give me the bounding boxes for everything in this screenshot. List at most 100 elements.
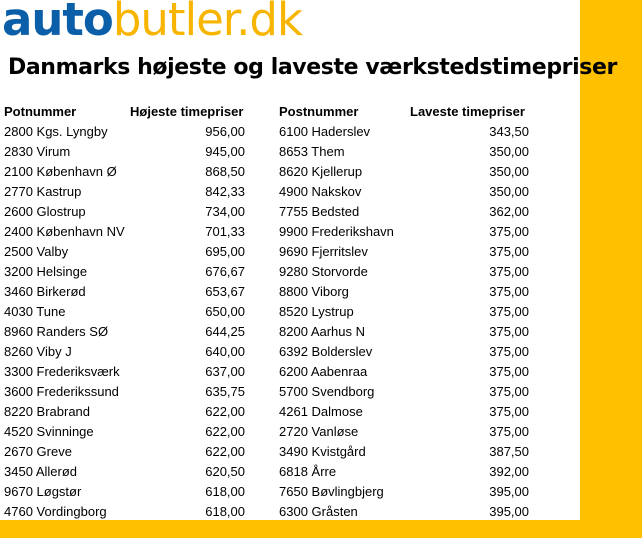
highest-price: 734,00 (205, 204, 245, 219)
lowest-place: 9280 Storvorde (279, 264, 368, 279)
lowest-place: 6392 Bolderslev (279, 344, 373, 359)
highest-price: 637,00 (205, 364, 245, 379)
table-row: 2400 København NV 701,33 9900 Frederikshav… (0, 222, 580, 242)
highest-price: 640,00 (205, 344, 245, 359)
lowest-place: 2720 Vanløse (279, 424, 359, 439)
header-left-price: Højeste timepriser (130, 104, 244, 119)
price-table: 2800 Kgs. Lyngby 956,00 6100 Haderslev 343,… (0, 122, 580, 522)
highest-place: 3200 Helsinge (4, 264, 88, 279)
highest-price: 622,00 (205, 404, 245, 419)
highest-price: 622,00 (205, 424, 245, 439)
lowest-place: 6200 Aabenraa (279, 364, 368, 379)
highest-price: 945,00 (205, 144, 245, 159)
highest-place: 3450 Allerød (4, 464, 77, 479)
highest-price: 618,00 (205, 484, 245, 499)
highest-place: 3300 Frederiksværk (4, 364, 120, 379)
lowest-place: 5700 Svendborg (279, 384, 375, 399)
lowest-price: 375,00 (489, 424, 529, 439)
highest-place: 2400 København NV (4, 224, 125, 239)
table-row: 4030 Tune 650,00 8520 Lystrup 375,00 (0, 302, 580, 322)
table-row: 2830 Virum 945,00 8653 Them 350,00 (0, 142, 580, 162)
lowest-place: 6818 Årre (279, 464, 337, 479)
lowest-place: 6100 Haderslev (279, 124, 371, 139)
highest-price: 868,50 (205, 164, 245, 179)
header-left-postnr: Potnummer (4, 104, 77, 119)
table-row: 3460 Birkerød 653,67 8800 Viborg 375,00 (0, 282, 580, 302)
page-title: Danmarks højeste og laveste værkstedstim… (8, 55, 617, 80)
highest-price: 644,25 (205, 324, 245, 339)
highest-place: 2830 Virum (4, 144, 71, 159)
table-row: 2500 Valby 695,00 9690 Fjerritslev 375,00 (0, 242, 580, 262)
lowest-price: 375,00 (489, 264, 529, 279)
lowest-place: 8520 Lystrup (279, 304, 354, 319)
lowest-price: 350,00 (489, 184, 529, 199)
lowest-price: 392,00 (489, 464, 529, 479)
highest-place: 8260 Viby J (4, 344, 72, 359)
autobutler-logo: autobutler.dk (2, 0, 303, 46)
highest-place: 8960 Randers SØ (4, 324, 109, 339)
lowest-place: 3490 Kvistgård (279, 444, 366, 459)
lowest-price: 375,00 (489, 244, 529, 259)
table-row: 2800 Kgs. Lyngby 956,00 6100 Haderslev 343,… (0, 122, 580, 142)
table-row: 3450 Allerød 620,50 6818 Årre 392,00 (0, 462, 580, 482)
lowest-place: 8800 Viborg (279, 284, 349, 299)
lowest-price: 362,00 (489, 204, 529, 219)
highest-place: 4760 Vordingborg (4, 504, 107, 519)
highest-price: 620,50 (205, 464, 245, 479)
highest-place: 9670 Løgstør (4, 484, 82, 499)
table-row: 2100 København Ø 868,50 8620 Kjellerup 350,… (0, 162, 580, 182)
lowest-price: 375,00 (489, 384, 529, 399)
table-row: 4520 Svinninge 622,00 2720 Vanløse 375,00 (0, 422, 580, 442)
highest-place: 3460 Birkerød (4, 284, 86, 299)
table-row: 3300 Frederiksværk 637,00 6200 Aabenraa 375… (0, 362, 580, 382)
table-row: 2600 Glostrup 734,00 7755 Bedsted 362,00 (0, 202, 580, 222)
highest-price: 956,00 (205, 124, 245, 139)
header-right-price: Laveste timepriser (410, 104, 525, 119)
highest-place: 2770 Kastrup (4, 184, 82, 199)
table-row: 9670 Løgstør 618,00 7650 Bøvlingbjerg 395,0… (0, 482, 580, 502)
lowest-place: 4900 Nakskov (279, 184, 362, 199)
lowest-place: 8200 Aarhus N (279, 324, 366, 339)
highest-place: 2800 Kgs. Lyngby (4, 124, 108, 139)
lowest-price: 375,00 (489, 224, 529, 239)
lowest-place: 6300 Gråsten (279, 504, 358, 519)
table-row: 3600 Frederikssund 635,75 5700 Svendborg 37… (0, 382, 580, 402)
lowest-place: 7650 Bøvlingbjerg (279, 484, 384, 499)
table-row: 8960 Randers SØ 644,25 8200 Aarhus N 375,00 (0, 322, 580, 342)
lowest-place: 9900 Frederikshavn (279, 224, 394, 239)
lowest-place: 7755 Bedsted (279, 204, 360, 219)
lowest-price: 375,00 (489, 344, 529, 359)
highest-place: 8220 Brabrand (4, 404, 91, 419)
table-row: 8220 Brabrand 622,00 4261 Dalmose 375,00 (0, 402, 580, 422)
highest-place: 2500 Valby (4, 244, 69, 259)
lowest-place: 8620 Kjellerup (279, 164, 363, 179)
document-sheet: autobutler.dk Danmarks højeste og lavest… (0, 0, 617, 522)
highest-price: 650,00 (205, 304, 245, 319)
lowest-place: 4261 Dalmose (279, 404, 363, 419)
logo-auto-text: auto (2, 0, 114, 46)
lowest-price: 395,00 (489, 484, 529, 499)
lowest-price: 375,00 (489, 324, 529, 339)
highest-place: 4520 Svinninge (4, 424, 94, 439)
table-row: 3200 Helsinge 676,67 9280 Storvorde 375,00 (0, 262, 580, 282)
lowest-price: 375,00 (489, 404, 529, 419)
highest-place: 2600 Glostrup (4, 204, 86, 219)
lowest-price: 375,00 (489, 284, 529, 299)
lowest-place: 8653 Them (279, 144, 345, 159)
table-row: 2770 Kastrup 842,33 4900 Nakskov 350,00 (0, 182, 580, 202)
table-row: 2670 Greve 622,00 3490 Kvistgård 387,50 (0, 442, 580, 462)
lowest-price: 350,00 (489, 144, 529, 159)
highest-place: 2100 København Ø (4, 164, 117, 179)
lowest-price: 375,00 (489, 364, 529, 379)
highest-price: 622,00 (205, 444, 245, 459)
highest-price: 676,67 (205, 264, 245, 279)
highest-place: 4030 Tune (4, 304, 66, 319)
lowest-price: 395,00 (489, 504, 529, 519)
lowest-price: 343,50 (489, 124, 529, 139)
table-row: 4760 Vordingborg 618,00 6300 Gråsten 395,00 (0, 502, 580, 522)
highest-price: 653,67 (205, 284, 245, 299)
highest-price: 695,00 (205, 244, 245, 259)
lowest-price: 375,00 (489, 304, 529, 319)
highest-place: 3600 Frederikssund (4, 384, 119, 399)
lowest-place: 9690 Fjerritslev (279, 244, 368, 259)
